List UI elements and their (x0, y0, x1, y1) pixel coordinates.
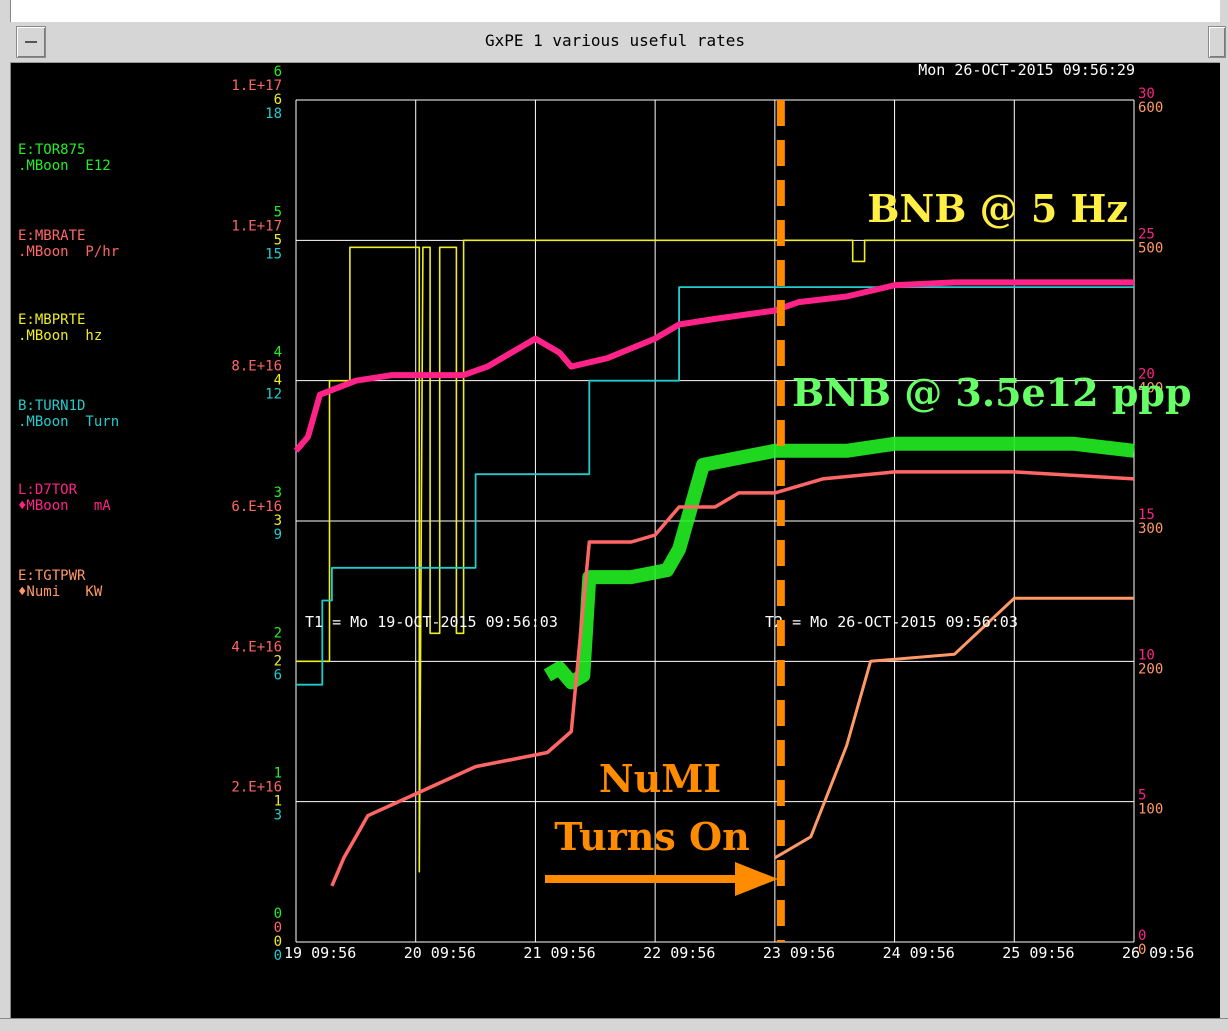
series-line (293, 279, 1134, 453)
left-tick-label: 3 (274, 513, 282, 529)
right-tick-label: 0 (1138, 928, 1146, 944)
chart-series (293, 239, 1135, 887)
right-tick-label: 0 (1138, 942, 1146, 958)
window-left-border (0, 0, 11, 1030)
left-tick-label: 1 (274, 766, 282, 782)
legend-name: E:MBPRTE (18, 312, 85, 328)
right-tick-label: 200 (1138, 661, 1163, 677)
left-tick-label: 6 (274, 64, 282, 80)
right-tick-label: 25 (1138, 226, 1155, 242)
left-tick-label: 4.E+16 (231, 639, 282, 655)
right-tick-label: 30 (1138, 86, 1155, 102)
series-line (296, 286, 1134, 686)
left-tick-label: 1 (274, 794, 282, 810)
x-tick-label: 20 09:56 (404, 944, 476, 962)
left-tick-label: 0 (274, 948, 282, 964)
left-tick-label: 12 (265, 387, 282, 403)
x-tick-label: 24 09:56 (883, 944, 955, 962)
left-tick-label: 5 (274, 204, 282, 220)
left-tick-label: 1.E+17 (231, 218, 282, 234)
x-tick-label: 23 09:56 (763, 944, 835, 962)
x-tick-label: 25 09:56 (1002, 944, 1074, 962)
title-bar[interactable]: GxPE 1 various useful rates (10, 22, 1226, 63)
window-bottom-border (0, 1018, 1228, 1031)
chart-legend: E:TOR875.MBoon E12 E:MBRATE.MBoon P/hr E:M… (18, 142, 119, 600)
right-tick-label: 300 (1138, 521, 1163, 537)
right-tick-label: 400 (1138, 381, 1163, 397)
legend-unit: ♦Numi KW (18, 584, 103, 600)
minus-icon (25, 41, 37, 43)
x-tick-label: 22 09:56 (643, 944, 715, 962)
left-tick-label: 15 (265, 246, 282, 262)
chart-axes: 19 09:56 20 09:56 21 09:56 22 09:56 23 09:56… (231, 64, 1194, 964)
numi-annotation-line2: Turns On (554, 814, 749, 859)
left-tick-label: 9 (274, 527, 282, 543)
t2-label: T2 = Mo 26-OCT-2015 09:56:03 (765, 613, 1018, 631)
legend-unit: .MBoon Turn (18, 414, 119, 430)
bnb-rate-annotation: BNB @ 5 Hz (867, 186, 1128, 231)
left-tick-label: 8.E+16 (231, 359, 282, 375)
left-tick-label: 6 (274, 92, 282, 108)
numi-annotation-line1: NuMI (599, 756, 721, 801)
right-tick-label: 10 (1138, 647, 1155, 663)
arrow-icon (735, 862, 778, 896)
left-tick-label: 3 (274, 808, 282, 824)
legend-unit: .MBoon E12 (18, 158, 111, 174)
annotations: BNB @ 5 Hz BNB @ 3.5e12 ppp NuMI Turns On (545, 100, 1192, 942)
right-tick-label: 100 (1138, 802, 1163, 818)
right-tick-label: 5 (1138, 788, 1146, 804)
left-tick-label: 2.E+16 (231, 780, 282, 796)
right-tick-label: 600 (1138, 100, 1163, 116)
left-tick-label: 6 (274, 667, 282, 683)
legend-name: E:MBRATE (18, 228, 85, 244)
left-tick-label: 0 (274, 934, 282, 950)
legend-name: L:D7TOR (18, 482, 78, 498)
x-tick-label: 26 09:56 (1122, 944, 1194, 962)
x-tick-label: 21 09:56 (523, 944, 595, 962)
window-maximize-button[interactable] (1208, 26, 1226, 58)
legend-name: E:TOR875 (18, 142, 85, 158)
timestamp: Mon 26-OCT-2015 09:56:29 (918, 61, 1135, 79)
t1-label: T1 = Mo 19-OCT-2015 09:56:03 (305, 613, 558, 631)
legend-unit: .MBoon hz (18, 328, 102, 344)
left-tick-label: 2 (274, 653, 282, 669)
series-line (774, 596, 1134, 860)
right-tick-label: 20 (1138, 367, 1155, 383)
bnb-ppp-annotation: BNB @ 3.5e12 ppp (792, 370, 1192, 415)
right-tick-label: 15 (1138, 507, 1155, 523)
left-tick-label: 18 (265, 106, 282, 122)
x-tick-label: 19 09:56 (284, 944, 356, 962)
legend-unit: ♦MBoon mA (18, 498, 111, 514)
right-tick-label: 500 (1138, 240, 1163, 256)
left-tick-label: 4 (274, 345, 282, 361)
window-title: GxPE 1 various useful rates (484, 31, 746, 50)
legend-name: E:TGTPWR (18, 568, 86, 584)
legend-unit: .MBoon P/hr (18, 244, 119, 260)
series-line (543, 436, 1135, 690)
left-tick-label: 2 (274, 625, 282, 641)
series-line (330, 470, 1135, 887)
left-tick-label: 6.E+16 (231, 499, 282, 515)
left-tick-label: 5 (274, 232, 282, 248)
left-tick-label: 1.E+17 (231, 78, 282, 94)
legend-name: B:TURN1D (18, 398, 85, 414)
series-line (296, 239, 1134, 873)
window-menu-button[interactable] (16, 26, 46, 58)
left-tick-label: 4 (274, 373, 282, 389)
left-tick-label: 0 (274, 906, 282, 922)
window-right-border (1220, 0, 1228, 1030)
left-tick-label: 0 (274, 920, 282, 936)
left-tick-label: 3 (274, 485, 282, 501)
window-top-border (0, 0, 1228, 22)
